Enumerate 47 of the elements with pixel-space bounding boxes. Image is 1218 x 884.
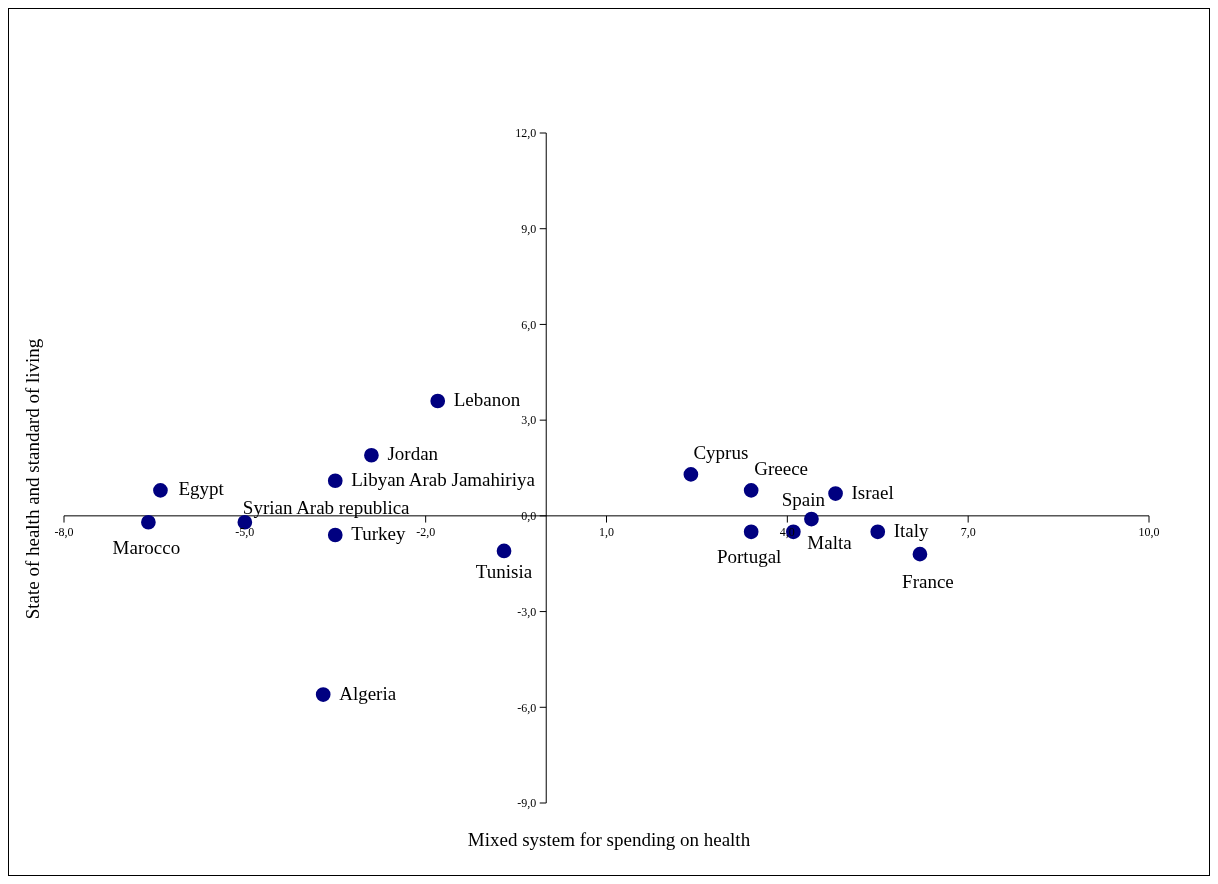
point [743, 524, 759, 540]
series-label: Greece [754, 458, 809, 480]
series-label: Portugal [716, 545, 782, 567]
series-label: Spain [781, 489, 826, 511]
y-tick-label: -6,0 [517, 700, 537, 715]
point [364, 447, 379, 463]
series-label: Lebanon [453, 389, 521, 410]
point [828, 486, 843, 501]
point [912, 546, 928, 562]
x-tick-label: 10,0 [1138, 525, 1160, 540]
point [430, 393, 446, 409]
series-label: Malta [807, 531, 853, 553]
series-label: Egypt [178, 478, 225, 500]
series-label: France [902, 571, 954, 593]
x-tick-label: 1,0 [599, 525, 614, 540]
series-label: Cyprus [693, 442, 749, 464]
y-tick-label: -3,0 [517, 604, 537, 619]
point [496, 543, 512, 559]
y-tick-label: 9,0 [521, 221, 537, 236]
x-tick-label: -2,0 [416, 525, 436, 540]
point [743, 482, 759, 498]
point [327, 527, 343, 543]
x-axis-title: Mixed system for spending on health [466, 829, 752, 851]
y-tick-label: 3,0 [521, 413, 537, 428]
x-tick-label: 7,0 [960, 525, 976, 540]
y-tick-label: 12,0 [515, 126, 537, 141]
series-label: Libyan Arab Jamahiriya [351, 468, 536, 490]
y-axis-title: State of health and standard of living [22, 338, 44, 620]
series-label: Algeria [339, 682, 397, 704]
point [153, 482, 168, 498]
x-tick-label: -5,0 [235, 525, 255, 540]
y-tick-label: -9,0 [517, 796, 537, 811]
point [141, 514, 156, 530]
point [683, 467, 699, 482]
point [870, 524, 886, 540]
y-tick-label: 6,0 [521, 317, 537, 332]
point [327, 473, 343, 489]
series-label: Marocco [112, 537, 181, 559]
point [804, 511, 819, 527]
point [315, 687, 331, 702]
series-label: Syrian Arab republica [242, 497, 411, 519]
x-tick-label: -8,0 [54, 525, 74, 540]
series-label: Italy [893, 519, 930, 541]
series-label: Tunisia [475, 560, 533, 582]
series-label: Jordan [387, 443, 439, 465]
series-label: Israel [851, 481, 894, 503]
series-label: Turkey [351, 523, 406, 544]
